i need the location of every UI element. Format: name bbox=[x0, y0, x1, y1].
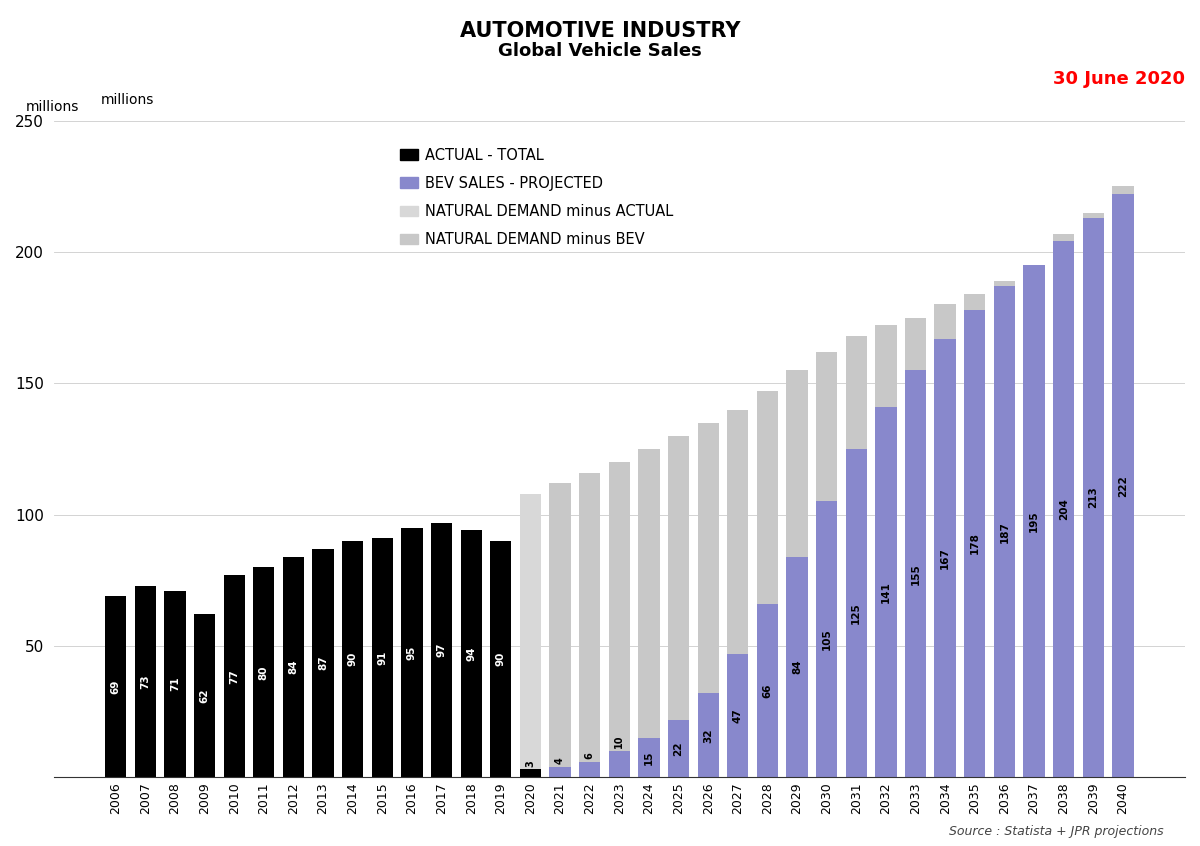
Text: 84: 84 bbox=[288, 660, 299, 674]
Bar bbox=[461, 530, 482, 777]
Bar bbox=[1112, 194, 1134, 777]
Bar bbox=[935, 305, 956, 338]
Bar bbox=[312, 549, 334, 777]
Text: 195: 195 bbox=[1030, 510, 1039, 532]
Text: 73: 73 bbox=[140, 674, 150, 689]
Bar bbox=[608, 462, 630, 751]
Text: 4: 4 bbox=[556, 757, 565, 764]
Bar bbox=[342, 541, 364, 777]
Text: 204: 204 bbox=[1058, 498, 1069, 520]
Text: 87: 87 bbox=[318, 656, 328, 670]
Bar bbox=[757, 604, 778, 777]
Text: 71: 71 bbox=[170, 677, 180, 691]
Bar bbox=[786, 557, 808, 777]
Bar bbox=[697, 423, 719, 693]
Text: 6: 6 bbox=[584, 752, 595, 759]
Text: 66: 66 bbox=[762, 684, 773, 698]
Text: millions: millions bbox=[25, 100, 79, 114]
Text: 77: 77 bbox=[229, 669, 239, 684]
Bar bbox=[816, 502, 838, 777]
Text: 141: 141 bbox=[881, 581, 890, 603]
Text: 32: 32 bbox=[703, 728, 713, 743]
Bar bbox=[520, 493, 541, 770]
Text: 47: 47 bbox=[733, 708, 743, 723]
Bar bbox=[550, 483, 571, 766]
Text: 90: 90 bbox=[496, 652, 506, 667]
Bar bbox=[846, 449, 866, 777]
Text: 97: 97 bbox=[437, 643, 446, 657]
Bar bbox=[638, 449, 660, 738]
Text: 30 June 2020: 30 June 2020 bbox=[1054, 69, 1186, 88]
Text: 3: 3 bbox=[526, 760, 535, 766]
Bar bbox=[905, 317, 926, 371]
Legend: ACTUAL - TOTAL, BEV SALES - PROJECTED, NATURAL DEMAND minus ACTUAL, NATURAL DEMA: ACTUAL - TOTAL, BEV SALES - PROJECTED, N… bbox=[401, 147, 673, 247]
Bar bbox=[164, 591, 186, 777]
Bar bbox=[846, 336, 866, 449]
Text: 95: 95 bbox=[407, 645, 416, 660]
Text: 10: 10 bbox=[614, 735, 624, 749]
Bar bbox=[372, 538, 392, 777]
Text: 69: 69 bbox=[110, 679, 121, 694]
Bar bbox=[875, 407, 896, 777]
Bar bbox=[697, 693, 719, 777]
Text: 187: 187 bbox=[1000, 521, 1009, 542]
Bar bbox=[1082, 217, 1104, 777]
Text: 91: 91 bbox=[377, 651, 388, 665]
Bar bbox=[401, 528, 422, 777]
Bar bbox=[786, 371, 808, 557]
Bar bbox=[935, 338, 956, 777]
Bar bbox=[875, 326, 896, 407]
Text: 125: 125 bbox=[851, 602, 862, 624]
Bar bbox=[1052, 241, 1074, 777]
Bar bbox=[964, 310, 985, 777]
Text: Global Vehicle Sales: Global Vehicle Sales bbox=[498, 42, 702, 60]
Bar bbox=[727, 409, 749, 654]
Bar bbox=[580, 473, 600, 761]
Bar bbox=[223, 575, 245, 777]
Bar bbox=[757, 391, 778, 604]
Text: 62: 62 bbox=[199, 689, 210, 703]
Bar bbox=[1052, 233, 1074, 241]
Bar bbox=[964, 294, 985, 310]
Bar bbox=[905, 371, 926, 777]
Text: 213: 213 bbox=[1088, 486, 1098, 508]
Text: millions: millions bbox=[101, 93, 155, 107]
Bar bbox=[283, 557, 304, 777]
Bar bbox=[608, 751, 630, 777]
Text: 155: 155 bbox=[911, 563, 920, 585]
Bar bbox=[994, 286, 1015, 777]
Bar bbox=[431, 523, 452, 777]
Bar bbox=[994, 281, 1015, 286]
Bar bbox=[194, 614, 215, 777]
Text: 80: 80 bbox=[259, 665, 269, 679]
Text: 222: 222 bbox=[1118, 475, 1128, 497]
Bar bbox=[1082, 212, 1104, 217]
Bar bbox=[668, 720, 689, 777]
Text: 22: 22 bbox=[673, 741, 684, 755]
Bar bbox=[1024, 265, 1045, 777]
Bar bbox=[580, 761, 600, 777]
Text: 90: 90 bbox=[348, 652, 358, 667]
Bar bbox=[1112, 186, 1134, 194]
Bar bbox=[520, 770, 541, 777]
Text: 84: 84 bbox=[792, 660, 802, 674]
Bar bbox=[134, 585, 156, 777]
Text: 167: 167 bbox=[940, 547, 950, 569]
Text: 178: 178 bbox=[970, 533, 979, 554]
Bar bbox=[668, 436, 689, 720]
Text: 105: 105 bbox=[822, 629, 832, 651]
Bar bbox=[727, 654, 749, 777]
Bar bbox=[816, 352, 838, 502]
Bar bbox=[490, 541, 511, 777]
Bar bbox=[106, 596, 126, 777]
Text: 94: 94 bbox=[466, 646, 476, 661]
Bar bbox=[253, 567, 275, 777]
Bar bbox=[550, 766, 571, 777]
Text: AUTOMOTIVE INDUSTRY: AUTOMOTIVE INDUSTRY bbox=[460, 21, 740, 41]
Bar bbox=[638, 738, 660, 777]
Text: Source : Statista + JPR projections: Source : Statista + JPR projections bbox=[949, 825, 1164, 838]
Text: 15: 15 bbox=[644, 750, 654, 765]
